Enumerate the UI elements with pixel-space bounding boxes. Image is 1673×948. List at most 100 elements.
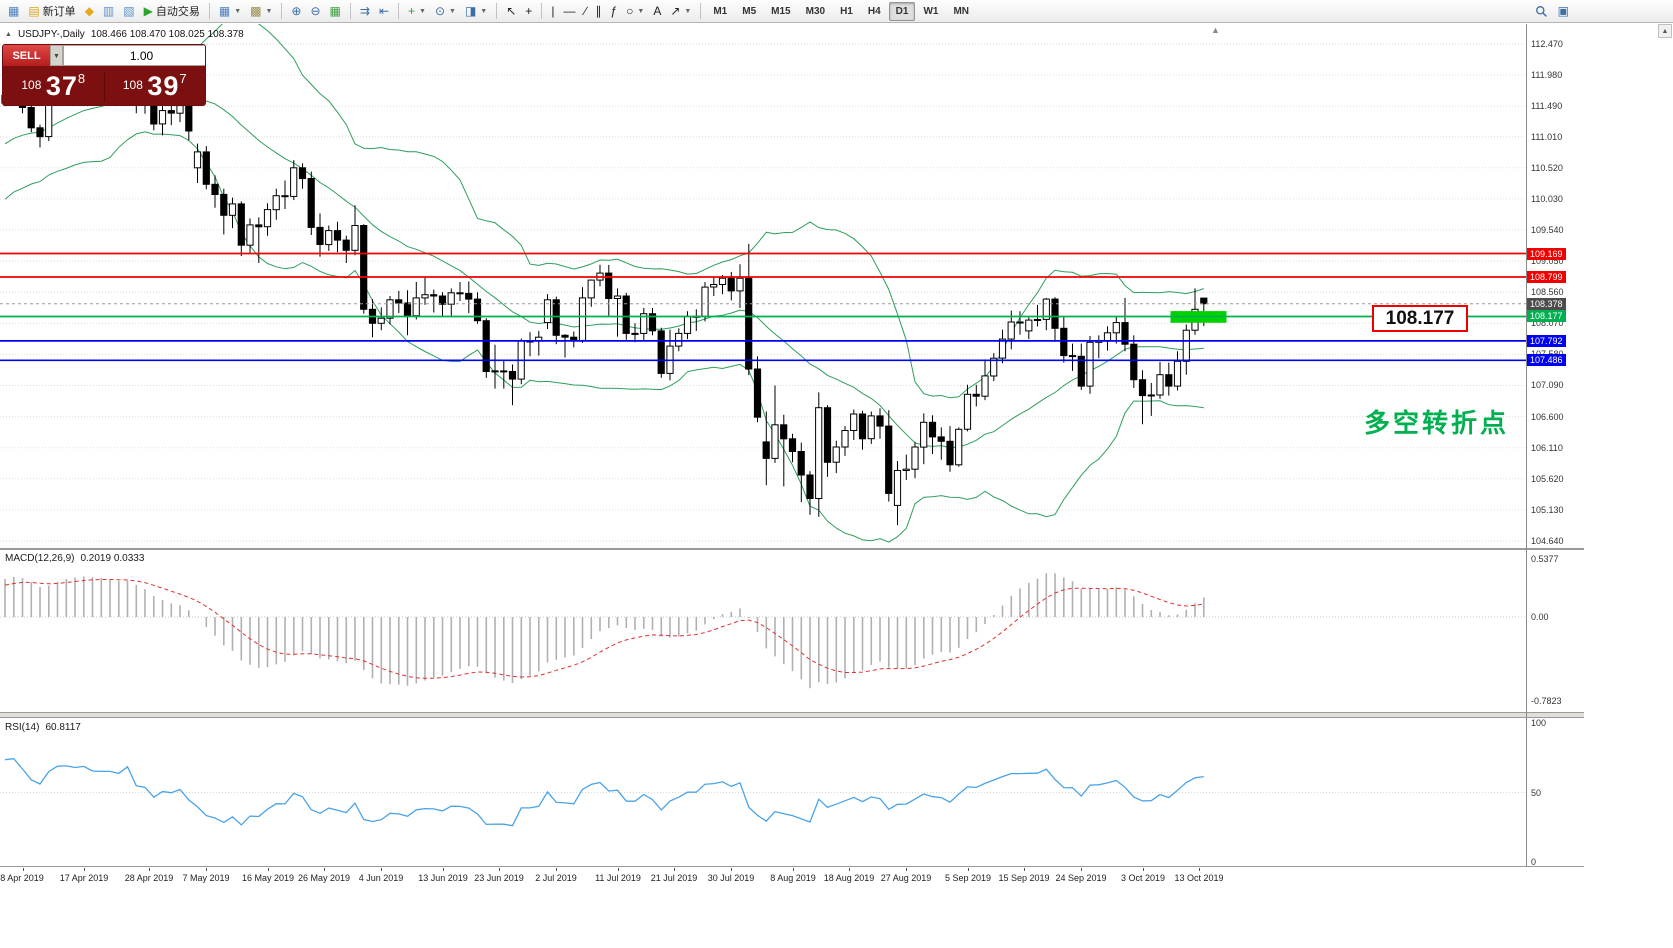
autotrade-button[interactable]: ▶ 自动交易 xyxy=(140,2,204,21)
arrows-tool-button[interactable]: ↗ ▼ xyxy=(666,2,695,21)
macd-canvas[interactable] xyxy=(0,550,1526,712)
time-axis-label: 21 Jul 2019 xyxy=(650,873,698,883)
crosshair-button[interactable]: + xyxy=(521,2,536,21)
price-axis-label: 107.090 xyxy=(1531,380,1564,390)
timeframe-m5-button[interactable]: M5 xyxy=(742,5,757,17)
vertical-line-icon: | xyxy=(551,4,555,18)
time-axis-tick xyxy=(84,868,85,871)
time-axis-tick xyxy=(731,868,732,871)
time-axis[interactable]: 8 Apr 2019 17 Apr 2019 28 Apr 2019 7 May 20… xyxy=(0,868,1584,890)
autotrade-button-label: 自动交易 xyxy=(155,6,200,18)
sell-price-display[interactable]: 108 378 xyxy=(3,71,104,102)
chart-shift-icon: ⇤ xyxy=(378,4,389,18)
dropdown-arrow-icon[interactable]: ▼ xyxy=(234,7,242,15)
cursor-button[interactable]: ↖ xyxy=(502,2,520,21)
fibonacci-button[interactable]: ƒ xyxy=(606,2,621,21)
timeframe-w1-button[interactable]: W1 xyxy=(923,5,939,17)
dropdown-arrow-icon[interactable]: ▼ xyxy=(419,7,426,15)
search-button[interactable] xyxy=(1531,2,1552,21)
timeframe-m15-button[interactable]: M15 xyxy=(771,5,791,17)
price-axis-label: 111.980 xyxy=(1531,70,1563,80)
dropdown-arrow-icon[interactable]: ▼ xyxy=(480,7,488,15)
crosshair-icon: + xyxy=(525,4,533,18)
market-watch-button[interactable]: ◆ xyxy=(81,2,98,21)
bollinger-lower-line xyxy=(4,131,1204,543)
timeframe-m30-button[interactable]: M30 xyxy=(805,5,826,17)
volume-input[interactable] xyxy=(63,45,205,66)
scrollbar-up-button[interactable]: ▲ xyxy=(1658,24,1672,38)
autotrade-play-icon: ▶ xyxy=(143,4,153,18)
vertical-line-button[interactable]: | xyxy=(547,2,558,21)
buy-price-prefix: 108 xyxy=(122,78,143,92)
macd-axis-label: -0.7823 xyxy=(1531,696,1562,706)
time-axis-tick xyxy=(968,868,969,871)
time-axis-label: 23 Jun 2019 xyxy=(474,873,524,883)
new-order-button[interactable]: ▤ 新订单 xyxy=(24,2,79,21)
time-axis-label: 7 May 2019 xyxy=(182,873,230,883)
dropdown-arrow-icon[interactable]: ▼ xyxy=(449,7,456,15)
text-tool-button[interactable]: A xyxy=(649,2,665,21)
new-window-icon: ▣ xyxy=(1557,4,1569,18)
search-icon xyxy=(1535,5,1547,17)
cursor-icon: ↖ xyxy=(506,4,517,18)
chart-window-icon: ▦ xyxy=(8,4,20,18)
tile-windows-button[interactable]: ▦ xyxy=(326,2,345,21)
new-chart-button[interactable]: ▦ ▼ xyxy=(215,2,245,21)
shapes-button[interactable]: ○ ▼ xyxy=(622,2,648,21)
time-axis-label: 26 May 2019 xyxy=(297,873,351,883)
timeframe-h1-button[interactable]: H1 xyxy=(840,5,853,17)
periods-button[interactable]: ⊙ ▼ xyxy=(431,2,460,21)
main-chart-canvas[interactable] xyxy=(0,24,1526,548)
price-label-box-object[interactable]: 108.177 xyxy=(1372,305,1468,332)
timeframe-m1-button[interactable]: M1 xyxy=(713,5,728,17)
time-axis-tick xyxy=(1024,868,1025,871)
chart-shift-button[interactable]: ⇤ xyxy=(375,2,393,21)
timeframe-h4-button[interactable]: H4 xyxy=(867,5,881,17)
indicators-button[interactable]: + ▼ xyxy=(404,2,430,21)
auto-scroll-icon: ⇉ xyxy=(359,4,370,18)
rsi-name: RSI(14) xyxy=(5,722,40,733)
sell-button[interactable]: SELL xyxy=(3,45,50,66)
profiles-button[interactable]: ▩ ▼ xyxy=(246,2,276,21)
zoom-in-button[interactable]: ⊕ xyxy=(287,2,305,21)
channel-button[interactable]: ∥ xyxy=(591,2,605,21)
dropdown-arrow-icon[interactable]: ▼ xyxy=(684,7,692,15)
toolbar-separator xyxy=(349,3,351,19)
time-axis-tick xyxy=(324,868,325,871)
volume-down-button[interactable]: ▼ xyxy=(50,45,63,66)
time-axis-label: 18 Aug 2019 xyxy=(823,873,875,883)
dropdown-arrow-icon[interactable]: ▼ xyxy=(637,7,645,15)
zoom-out-button[interactable]: ⊖ xyxy=(306,2,324,21)
time-axis-label: 17 Apr 2019 xyxy=(59,873,109,883)
trendline-button[interactable]: ∕ xyxy=(580,2,590,21)
window-splitter[interactable] xyxy=(0,712,1584,718)
chart-window-button[interactable]: ▦ xyxy=(4,2,23,21)
timeframe-mn-button[interactable]: MN xyxy=(953,5,970,17)
panel-border xyxy=(0,866,1584,867)
macd-axis-label: 0.5377 xyxy=(1531,554,1559,564)
dropdown-arrow-icon[interactable]: ▼ xyxy=(265,7,273,15)
new-window-button[interactable]: ▣ xyxy=(1554,2,1573,21)
turning-point-annotation[interactable]: 多空转折点 xyxy=(1364,408,1510,438)
buy-price-display[interactable]: 108 397 xyxy=(105,71,206,102)
time-axis-tick xyxy=(556,868,557,871)
shapes-icon: ○ xyxy=(626,4,634,18)
timeframe-d1-button[interactable]: D1 xyxy=(888,1,916,21)
navigator-button[interactable]: ▧ xyxy=(119,2,138,21)
toolbar-separator xyxy=(281,3,283,19)
time-axis-label: 13 Jun 2019 xyxy=(418,873,468,883)
toolbar-separator xyxy=(208,3,210,19)
rsi-canvas[interactable] xyxy=(0,719,1526,866)
arrows-tool-icon: ↗ xyxy=(670,4,681,18)
auto-scroll-button[interactable]: ⇉ xyxy=(356,2,374,21)
time-axis-tick xyxy=(793,868,794,871)
collapse-panel-icon[interactable]: ▲ xyxy=(5,31,12,38)
data-window-button[interactable]: ▥ xyxy=(99,2,118,21)
rsi-indicator-label: RSI(14) 60.8117 xyxy=(5,722,81,733)
toolbar-separator xyxy=(398,3,399,19)
time-axis-tick xyxy=(443,868,444,871)
chart-shift-marker[interactable]: ▲ xyxy=(1211,25,1220,35)
time-axis-label: 15 Sep 2019 xyxy=(998,873,1050,883)
templates-button[interactable]: ◨ ▼ xyxy=(461,2,491,21)
horizontal-line-button[interactable]: — xyxy=(559,2,579,21)
